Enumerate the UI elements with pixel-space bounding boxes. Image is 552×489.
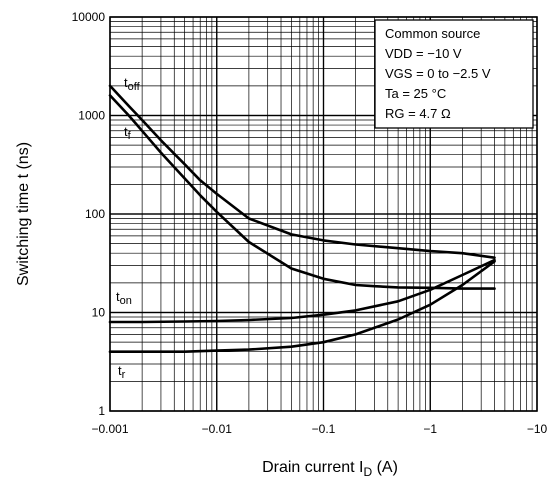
- series-line-tf: [108, 94, 496, 290]
- series-label-toff: toff: [124, 75, 141, 93]
- series-layer: [108, 84, 496, 354]
- y-tick-label: 100: [85, 207, 105, 221]
- condition-line: Common source: [385, 26, 480, 41]
- series-label-tf: tf: [124, 124, 132, 142]
- series-line-toff: [108, 84, 496, 260]
- y-axis-label: Switching time t (ns): [15, 142, 32, 286]
- series-label-tr: tr: [118, 363, 126, 381]
- plot-frame: [109, 16, 538, 412]
- series-label-ton: ton: [116, 289, 132, 307]
- condition-line: Ta = 25 °C: [385, 86, 446, 101]
- y-tick-label: 1: [98, 404, 105, 418]
- x-axis-label: Drain current ID (A): [262, 459, 398, 479]
- frame-layer: [109, 16, 538, 412]
- condition-line: RG = 4.7 Ω: [385, 106, 451, 121]
- grid-layer: [109, 16, 538, 412]
- y-tick-label: 10: [92, 306, 106, 320]
- x-tick-label: −0.1: [312, 422, 336, 436]
- y-tick-label: 10000: [72, 10, 106, 24]
- series-line-tr: [108, 260, 496, 354]
- x-tick-label: −10: [527, 422, 548, 436]
- conditions-box-frame: [374, 19, 534, 129]
- y-tick-label: 1000: [78, 109, 105, 123]
- x-tick-label: −0.001: [91, 422, 128, 436]
- condition-line: VGS = 0 to −2.5 V: [385, 66, 491, 81]
- conditions-box: Common source VDD = −10 V VGS = 0 to −2.5 …: [374, 19, 534, 129]
- x-tick-label: −0.01: [202, 422, 233, 436]
- series-line-ton: [108, 258, 496, 324]
- tick-layer: −0.001 −0.01 −0.1 −1 −10 1 10 100 1000 10000: [72, 10, 548, 436]
- x-tick-label: −1: [423, 422, 437, 436]
- condition-line: VDD = −10 V: [385, 46, 462, 61]
